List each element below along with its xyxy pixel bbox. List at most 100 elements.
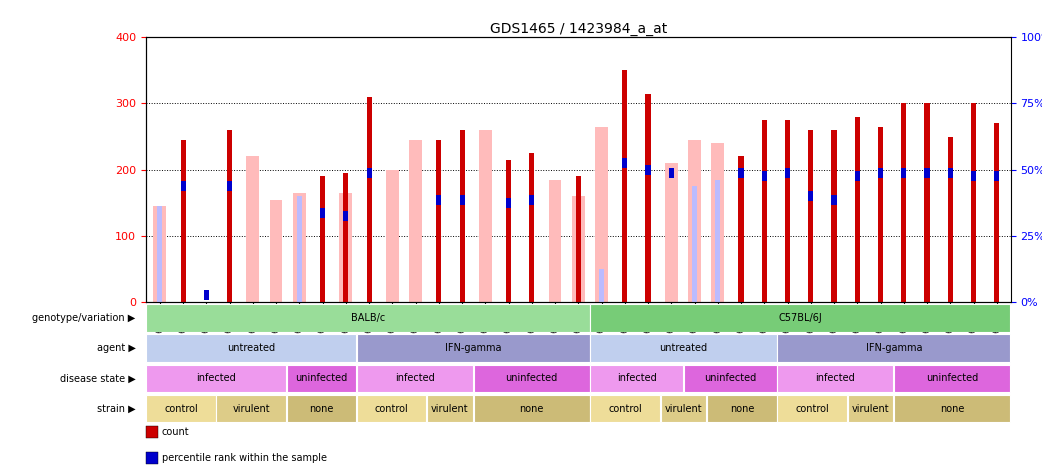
Text: percentile rank within the sample: percentile rank within the sample xyxy=(162,453,326,463)
Bar xyxy=(217,395,286,422)
Text: disease state ▶: disease state ▶ xyxy=(59,373,135,383)
Text: virulent: virulent xyxy=(232,404,270,413)
Bar xyxy=(146,334,355,362)
Text: infected: infected xyxy=(617,373,656,383)
Bar xyxy=(529,153,535,302)
Bar xyxy=(529,194,535,205)
Bar xyxy=(684,365,776,392)
Bar xyxy=(809,130,814,302)
Bar xyxy=(343,211,348,221)
Text: uninfected: uninfected xyxy=(704,373,756,383)
Bar xyxy=(924,168,929,178)
Text: virulent: virulent xyxy=(665,404,702,413)
Bar xyxy=(437,194,442,205)
Text: count: count xyxy=(162,427,190,438)
Bar xyxy=(762,172,767,181)
Text: infected: infected xyxy=(395,373,435,383)
Bar xyxy=(367,168,372,178)
Bar xyxy=(712,143,724,302)
Bar xyxy=(287,395,355,422)
Bar xyxy=(645,93,650,302)
Bar xyxy=(854,172,860,181)
Bar xyxy=(343,219,348,302)
Bar xyxy=(622,70,627,302)
Bar xyxy=(847,395,893,422)
Text: infected: infected xyxy=(196,373,235,383)
Bar xyxy=(854,117,860,302)
Bar xyxy=(692,186,697,302)
Bar xyxy=(153,206,167,302)
Bar xyxy=(739,156,744,302)
Bar xyxy=(227,181,232,191)
Bar xyxy=(591,395,660,422)
Bar xyxy=(410,140,422,302)
Bar xyxy=(460,194,465,205)
Bar xyxy=(739,168,744,178)
Text: uninfected: uninfected xyxy=(926,373,978,383)
Text: none: none xyxy=(519,404,544,413)
Bar xyxy=(204,290,208,300)
Bar xyxy=(356,365,473,392)
Bar xyxy=(894,395,1011,422)
Bar xyxy=(146,304,590,332)
Bar xyxy=(320,208,325,218)
Text: control: control xyxy=(164,404,198,413)
Bar xyxy=(894,365,1011,392)
Bar xyxy=(572,196,585,302)
Bar xyxy=(474,395,590,422)
Bar xyxy=(661,395,706,422)
Text: virulent: virulent xyxy=(431,404,469,413)
Bar xyxy=(549,179,562,302)
Bar xyxy=(367,97,372,302)
Text: IFN-gamma: IFN-gamma xyxy=(866,343,922,353)
Bar xyxy=(270,199,282,302)
Bar xyxy=(777,365,893,392)
Text: control: control xyxy=(609,404,642,413)
Bar xyxy=(901,168,907,178)
Bar xyxy=(688,140,701,302)
Bar xyxy=(591,365,683,392)
Title: GDS1465 / 1423984_a_at: GDS1465 / 1423984_a_at xyxy=(490,22,667,36)
Bar xyxy=(157,206,163,302)
Bar xyxy=(506,198,512,208)
Bar xyxy=(948,137,952,302)
Bar xyxy=(591,334,776,362)
Bar xyxy=(293,193,305,302)
Text: genotype/variation ▶: genotype/variation ▶ xyxy=(32,313,135,323)
Text: untreated: untreated xyxy=(660,343,708,353)
Bar xyxy=(576,176,580,302)
Bar xyxy=(460,130,465,302)
Bar xyxy=(832,130,837,302)
Bar xyxy=(785,120,790,302)
Bar xyxy=(343,173,348,302)
Text: untreated: untreated xyxy=(227,343,275,353)
Bar xyxy=(924,104,929,302)
Bar xyxy=(809,191,814,201)
Bar xyxy=(287,365,355,392)
Bar xyxy=(437,140,442,302)
Bar xyxy=(994,172,999,181)
Bar xyxy=(356,395,426,422)
Bar xyxy=(599,269,604,302)
Bar xyxy=(479,130,492,302)
Bar xyxy=(146,365,286,392)
Bar xyxy=(901,104,907,302)
Bar xyxy=(340,193,352,302)
Bar xyxy=(832,194,837,205)
Bar xyxy=(180,140,185,302)
Bar xyxy=(427,395,473,422)
Text: virulent: virulent xyxy=(851,404,889,413)
Bar xyxy=(386,170,399,302)
Bar xyxy=(665,163,677,302)
Text: strain ▶: strain ▶ xyxy=(97,404,135,413)
Bar xyxy=(715,179,720,302)
Bar xyxy=(994,123,999,302)
Text: C57BL/6J: C57BL/6J xyxy=(778,313,822,323)
Bar xyxy=(777,395,847,422)
Bar xyxy=(645,165,650,175)
Bar xyxy=(878,168,884,178)
Bar xyxy=(356,334,590,362)
Bar xyxy=(595,126,607,302)
Bar xyxy=(762,120,767,302)
Bar xyxy=(948,168,952,178)
